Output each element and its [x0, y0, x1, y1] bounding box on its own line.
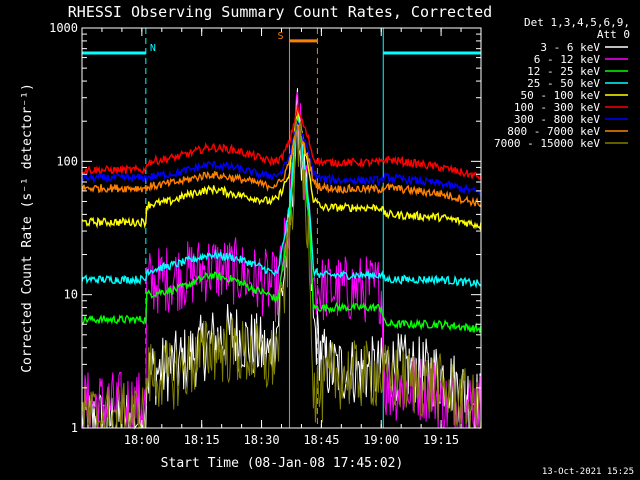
x-tick-label-6: 19:15 — [423, 433, 459, 447]
flag-label-3: S — [277, 31, 283, 42]
y-tick-label-3: 100 — [56, 154, 78, 168]
series-line-4 — [81, 109, 482, 289]
legend-label-8: 800 - 7000 keV — [507, 125, 600, 138]
x-axis-label: Start Time (08-Jan-08 17:45:02) — [161, 456, 404, 471]
y-axis-label: Corrected Count Rate (s⁻¹ detector⁻¹) — [20, 83, 35, 373]
series-line-6 — [81, 104, 482, 180]
series-line-5 — [81, 107, 482, 231]
x-tick-label-1: 18:00 — [124, 433, 160, 447]
legend-label-6: 100 - 300 keV — [514, 101, 600, 114]
timestamp: 13-Oct-2021 15:25 — [542, 467, 634, 477]
y-tick-label-4: 1000 — [49, 21, 78, 35]
y-tick-label-1: 1 — [71, 421, 78, 435]
legend-label-3: 12 - 25 keV — [527, 65, 600, 78]
x-tick-label-4: 18:45 — [303, 433, 339, 447]
x-tick-label-2: 18:15 — [184, 433, 220, 447]
x-tick-label-5: 19:00 — [363, 433, 399, 447]
x-tick-label-3: 18:30 — [243, 433, 279, 447]
series-line-9 — [81, 118, 482, 430]
legend-label-5: 50 - 100 keV — [521, 89, 601, 102]
series-line-3 — [81, 110, 482, 333]
series-line-7 — [81, 119, 482, 197]
legend-label-7: 300 - 800 keV — [514, 113, 600, 126]
chart-title: RHESSI Observing Summary Count Rates, Co… — [68, 3, 492, 21]
legend-header-attenuator: Att 0 — [597, 28, 630, 41]
legend-label-1: 3 - 6 keV — [540, 41, 600, 54]
y-tick-label-2: 10 — [64, 288, 78, 302]
legend-label-9: 7000 - 15000 keV — [494, 137, 600, 150]
series-line-8 — [81, 123, 482, 208]
axes: 1 10 100 1000 18:00 18:15 18:30 18:45 19:00 19:15 — [49, 21, 481, 447]
legend-label-4: 25 - 50 keV — [527, 77, 600, 90]
legend-header-detectors: Det 1,3,4,5,6,9, — [524, 16, 630, 29]
legend-label-2: 6 - 12 keV — [534, 53, 601, 66]
flag-label-1: N — [150, 43, 156, 54]
